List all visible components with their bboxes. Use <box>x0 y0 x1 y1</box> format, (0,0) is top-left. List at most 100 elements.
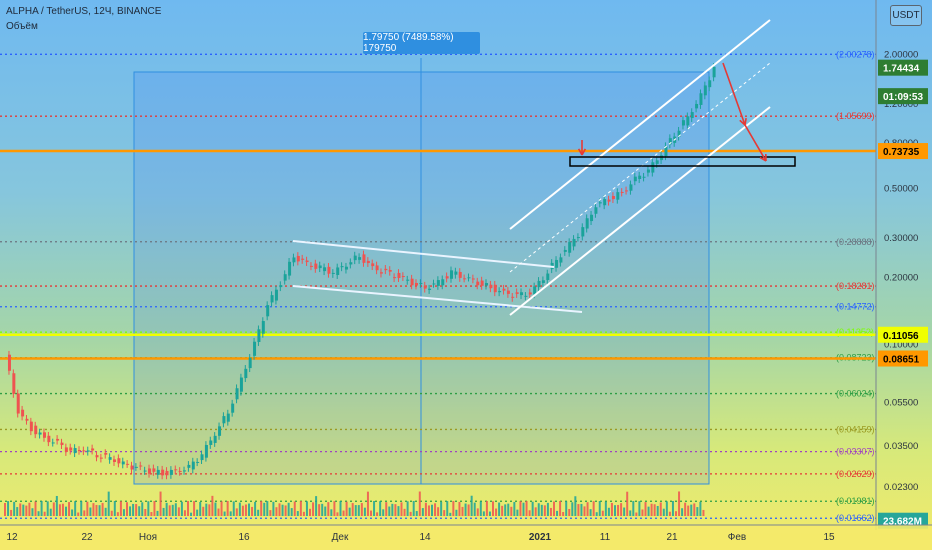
y-tick-label: 2.00000 <box>884 49 918 60</box>
volume-label: Объём <box>6 21 38 32</box>
price-tag-label: 0.11056 <box>883 331 919 342</box>
candle-body <box>445 276 449 279</box>
volume-bar <box>553 501 555 516</box>
volume-bar <box>400 502 403 516</box>
volume-bar <box>604 501 607 516</box>
volume-bar <box>190 512 193 516</box>
volume-bar <box>287 502 290 516</box>
volume-bar <box>565 501 568 516</box>
volume-bar <box>89 507 92 516</box>
candle-body <box>152 468 156 472</box>
candle-body <box>12 373 16 394</box>
volume-bar <box>305 501 308 516</box>
candle-body <box>169 469 173 475</box>
candle-body <box>7 354 11 371</box>
price-tag <box>878 88 928 105</box>
level-label: (0.03307) <box>836 447 875 457</box>
candle-body <box>450 270 454 279</box>
volume-bar <box>641 509 644 516</box>
candle-body <box>485 283 489 286</box>
candle-body <box>511 296 515 298</box>
volume-bar <box>406 501 409 516</box>
volume-bar <box>58 504 61 516</box>
volume-bar <box>534 507 537 516</box>
candle-body <box>253 341 257 356</box>
red-arrow-head <box>577 148 587 156</box>
candle-body <box>603 199 607 206</box>
candle-body <box>397 272 401 279</box>
volume-bar <box>171 504 174 516</box>
x-tick-label: 2021 <box>529 532 552 543</box>
volume-bar <box>589 509 592 516</box>
candle-body <box>371 263 375 267</box>
candle-body <box>318 265 322 269</box>
volume-bar <box>119 501 122 516</box>
volume-bar <box>397 506 400 516</box>
candle-body <box>82 450 86 452</box>
candle-body <box>174 469 178 471</box>
candle-body <box>616 192 620 200</box>
x-tick-label: Ноя <box>139 532 157 543</box>
candle-body <box>375 265 379 271</box>
volume-bar <box>162 507 165 516</box>
candle-body <box>196 461 200 463</box>
volume-bar <box>653 504 656 516</box>
candle-body <box>108 457 112 460</box>
candle-body <box>47 435 51 443</box>
volume-bar <box>592 501 595 516</box>
level-label: (0.02629) <box>836 469 875 479</box>
volume-bar <box>248 503 250 516</box>
volume-bar <box>598 501 601 516</box>
candle-body <box>323 267 327 272</box>
volume-bar <box>302 511 305 516</box>
volume-bar <box>229 511 232 516</box>
price-tag-label: 0.08651 <box>883 355 920 366</box>
volume-bar <box>443 510 446 516</box>
candle-body <box>467 277 471 279</box>
candle-body <box>200 454 204 461</box>
red-arrow <box>722 62 746 126</box>
currency-button[interactable]: USDT <box>890 5 922 26</box>
candle-body <box>218 426 222 436</box>
volume-bar <box>28 502 31 516</box>
volume-bar <box>296 511 299 516</box>
candle-body <box>515 292 519 294</box>
volume-bar <box>644 502 647 516</box>
volume-bar <box>431 504 433 516</box>
x-tick-label: 15 <box>823 532 835 543</box>
volume-bar <box>623 507 626 516</box>
volume-bar <box>656 505 659 516</box>
channel-line <box>509 106 771 316</box>
level-label: (0.04159) <box>836 424 875 434</box>
volume-bar <box>485 501 488 516</box>
candle-body <box>471 278 475 280</box>
x-tick-label: 21 <box>666 532 678 543</box>
volume-bar <box>46 501 49 516</box>
volume-bar <box>620 503 623 516</box>
candle-body <box>16 393 20 414</box>
volume-bar <box>61 503 64 516</box>
candle-body <box>165 470 169 476</box>
volume-bar <box>513 502 516 516</box>
volume-bar <box>366 491 369 516</box>
volume-bar <box>614 505 616 516</box>
volume-bar <box>394 504 397 516</box>
volume-bar <box>568 508 571 516</box>
candle-body <box>655 160 659 164</box>
candle-body <box>441 279 445 286</box>
level-label: (1.05699) <box>836 111 875 121</box>
volume-bar <box>479 501 482 516</box>
candle-body <box>21 409 25 417</box>
candle-body <box>266 305 270 317</box>
volume-bar <box>309 508 311 516</box>
y-tick-label: 0.02300 <box>884 482 918 493</box>
volume-bar <box>470 495 473 516</box>
volume-bar <box>699 501 702 516</box>
candle-body <box>38 432 42 435</box>
volume-bar <box>635 512 638 516</box>
candle-body <box>489 284 493 289</box>
candle-body <box>528 292 532 295</box>
volume-bar <box>138 506 141 516</box>
